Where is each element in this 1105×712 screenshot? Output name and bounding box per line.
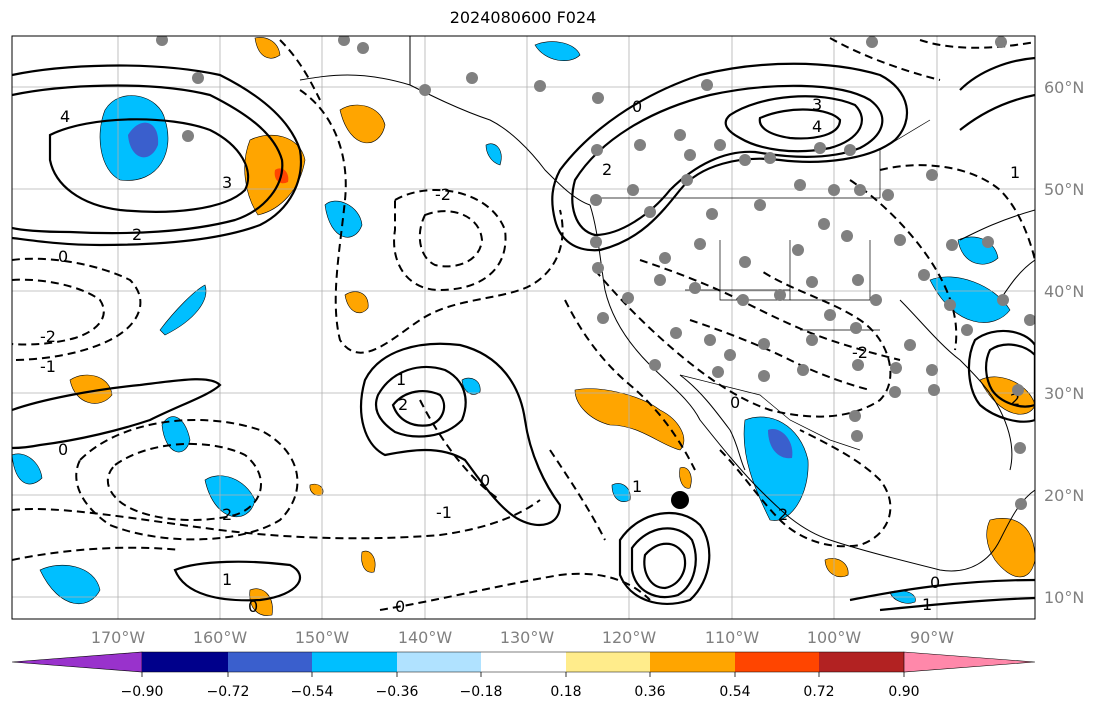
lat-label: 20°N: [1044, 486, 1084, 505]
lon-label: 140°W: [398, 628, 453, 647]
colorbar-segment: [397, 652, 481, 672]
lon-label: 170°W: [91, 628, 146, 647]
colorbar-segment: [650, 652, 735, 672]
contour-label: -2: [435, 185, 451, 204]
contour-label: 1: [1010, 163, 1020, 182]
colorbar-tick-label: −0.36: [376, 684, 419, 700]
contour-labels: 4 3 2 0 -2 -1 0 2 1 0 3 4 2 0 1 2 -2 -1 …: [40, 95, 1020, 616]
lon-label: 120°W: [602, 628, 657, 647]
contour-label: 2: [222, 505, 232, 524]
lat-label: 40°N: [1044, 282, 1084, 301]
colorbar-segment: [481, 652, 566, 672]
colorbar-tick-label: 0.90: [888, 684, 919, 700]
contour-label: 2: [778, 505, 788, 524]
colorbar-tick-label: −0.72: [207, 684, 250, 700]
colorbar-segment: [228, 652, 312, 672]
lon-label: 110°W: [705, 628, 760, 647]
contour-label: 0: [480, 471, 490, 490]
lon-label: 90°W: [910, 628, 954, 647]
colorbar: −0.90 −0.72 −0.54 −0.36 −0.18 0.18 0.36 …: [11, 651, 1036, 700]
longitude-labels: 170°W 160°W 150°W 140°W 130°W 120°W 110°…: [91, 628, 954, 647]
colorbar-tick-label: −0.90: [121, 684, 164, 700]
lat-label: 60°N: [1044, 78, 1084, 97]
colorbar-tick-label: 0.36: [634, 684, 665, 700]
lon-label: 100°W: [807, 628, 862, 647]
lat-label: 50°N: [1044, 180, 1084, 199]
colorbar-segment: [566, 652, 650, 672]
contour-label: 4: [812, 117, 822, 136]
contour-label: 0: [58, 247, 68, 266]
contour-label: 0: [58, 440, 68, 459]
colorbar-extend-right: [903, 651, 1036, 673]
lon-label: 160°W: [193, 628, 248, 647]
colorbar-tick-label: 0.54: [719, 684, 750, 700]
shaded-anomalies: [12, 37, 1035, 616]
contour-label: 2: [1010, 390, 1020, 409]
contours-dashed: [12, 37, 1035, 611]
coastlines: [299, 36, 1035, 572]
contour-label: 0: [632, 97, 642, 116]
contour-label: 2: [398, 395, 408, 414]
colorbar-tick-label: 0.18: [550, 684, 581, 700]
map-panel: 4 3 2 0 -2 -1 0 2 1 0 3 4 2 0 1 2 -2 -1 …: [12, 36, 1035, 619]
colorbar-segment: [819, 652, 904, 672]
storm-center-marker: [671, 491, 689, 509]
contour-label: -2: [852, 343, 868, 362]
contour-label: 4: [60, 107, 70, 126]
lat-label: 30°N: [1044, 384, 1084, 403]
colorbar-segment: [735, 652, 819, 672]
lon-label: 130°W: [500, 628, 555, 647]
lon-label: 150°W: [295, 628, 350, 647]
colorbar-tick-label: 0.72: [803, 684, 834, 700]
contour-label: -1: [436, 503, 452, 522]
contour-label: 3: [222, 173, 232, 192]
contour-label: -2: [40, 327, 56, 346]
colorbar-segment: [142, 652, 228, 672]
contours-solid: [12, 56, 1035, 612]
colorbar-extend-left: [11, 651, 143, 673]
contour-label: 1: [396, 370, 406, 389]
contour-label: 1: [922, 595, 932, 614]
contour-label: 1: [222, 570, 232, 589]
contour-label: 0: [930, 573, 940, 592]
contour-label: 1: [632, 477, 642, 496]
contour-label: 0: [730, 393, 740, 412]
contour-label: 3: [812, 95, 822, 114]
contour-label: -1: [40, 357, 56, 376]
contour-label: 0: [248, 597, 258, 616]
contour-label: 2: [602, 160, 612, 179]
colorbar-segment: [312, 652, 397, 672]
colorbar-tick-label: −0.54: [291, 684, 334, 700]
contour-label: 2: [132, 225, 142, 244]
map-frame: [11, 35, 1036, 620]
lat-label: 10°N: [1044, 588, 1084, 607]
map-title: 2024080600 F024: [449, 8, 597, 27]
colorbar-tick-label: −0.18: [460, 684, 503, 700]
contour-label: 0: [395, 597, 405, 616]
latitude-labels: 60°N 50°N 40°N 30°N 20°N 10°N: [1044, 78, 1084, 607]
station-markers: [156, 36, 1035, 510]
